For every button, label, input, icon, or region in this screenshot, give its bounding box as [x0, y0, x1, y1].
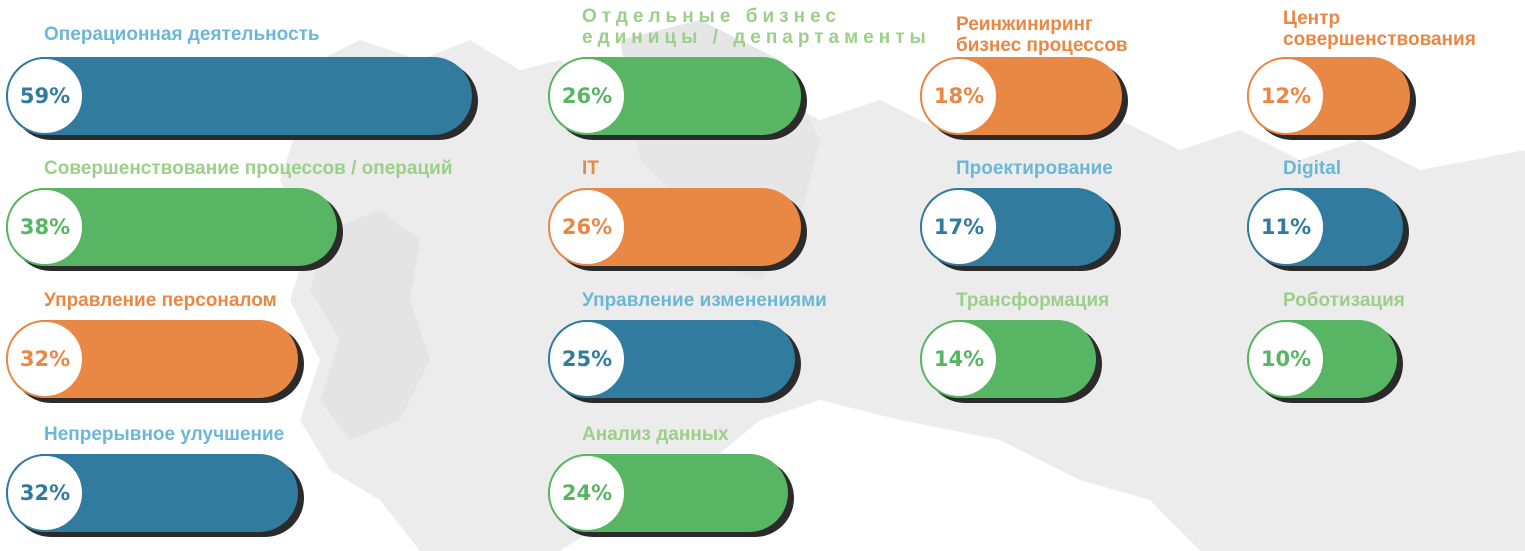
- bar-value-label: 25%: [548, 320, 626, 398]
- bar-value-label: 17%: [920, 188, 998, 266]
- bar-label: Операционная деятельность: [44, 24, 320, 45]
- bar-label: Проектирование: [956, 158, 1113, 179]
- bar-value-label: 38%: [6, 188, 84, 266]
- bar-label: Непрерывное улучшение: [44, 424, 285, 445]
- bar-value-label: 32%: [6, 320, 84, 398]
- bar-label: Отдельные бизнес единицы / департаменты: [582, 6, 931, 48]
- bar-label: Реинжиниринг бизнес процессов: [956, 14, 1128, 56]
- bar-label: Управление персоналом: [44, 290, 277, 311]
- bar-value-label: 14%: [920, 320, 998, 398]
- bar-value-label: 18%: [920, 57, 998, 135]
- bar-label: Центр совершенствования: [1283, 8, 1476, 50]
- bar-value-label: 12%: [1247, 57, 1325, 135]
- map-island: [310, 210, 430, 440]
- bar-value-label: 24%: [548, 454, 626, 532]
- bar-label: Управление изменениями: [582, 290, 827, 311]
- bar-value-label: 11%: [1247, 188, 1325, 266]
- map-landmass: [280, 40, 1525, 551]
- bar-label: Анализ данных: [582, 424, 729, 445]
- bar-label: Роботизация: [1283, 290, 1405, 311]
- bar-value-label: 59%: [6, 57, 84, 135]
- bar-label: Трансформация: [956, 290, 1110, 311]
- bar-label: Совершенствование процессов / операций: [44, 158, 453, 179]
- bar-value-label: 32%: [6, 454, 84, 532]
- bar-value-label: 26%: [548, 57, 626, 135]
- bar-value-label: 26%: [548, 188, 626, 266]
- bar-value-label: 10%: [1247, 320, 1325, 398]
- bar-label: Digital: [1283, 158, 1342, 179]
- bar-label: IT: [582, 158, 599, 179]
